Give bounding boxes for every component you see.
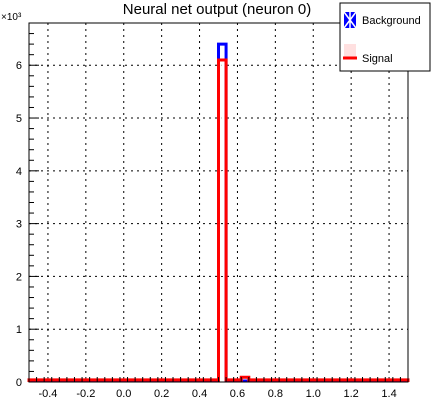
legend-swatch-background <box>343 11 357 29</box>
x-tick-label: 1.0 <box>306 388 321 400</box>
legend: Background Signal <box>339 2 431 72</box>
legend-label-background: Background <box>362 15 421 27</box>
legend-label-signal: Signal <box>362 53 393 65</box>
y-tick-label: 6 <box>16 60 22 72</box>
x-tick-label: 0.6 <box>230 388 245 400</box>
x-tick-label: 0.4 <box>192 388 207 400</box>
chart-title: Neural net output (neuron 0) <box>123 1 311 18</box>
x-tick-label: -0.4 <box>38 388 57 400</box>
y-tick-label: 2 <box>16 271 22 283</box>
x-tick-label: -0.2 <box>76 388 95 400</box>
legend-swatch-signal <box>343 44 357 60</box>
histogram-bin <box>241 377 249 382</box>
legend-swatch-pattern <box>343 11 357 29</box>
x-tick-label: 1.2 <box>344 388 359 400</box>
y-tick-label: 1 <box>16 324 22 336</box>
y-tick-label: 4 <box>16 166 22 178</box>
x-tick-label: 0.8 <box>268 388 283 400</box>
y-tick-label: 5 <box>16 113 22 125</box>
x-tick-label: 0.0 <box>116 388 131 400</box>
legend-swatch-fill <box>344 44 356 57</box>
y-tick-label: 0 <box>16 377 22 389</box>
x-tick-label: 0.2 <box>154 388 169 400</box>
x-tick-label: 1.4 <box>381 388 396 400</box>
y-tick-label: 3 <box>16 219 22 231</box>
y-exponent-label: ×10³ <box>1 12 22 23</box>
axes: -0.4 -0.2 0.0 0.2 0.4 0.6 0.8 1.0 1.2 1.4 0 1 2 3 4 5 6 <box>16 22 409 400</box>
